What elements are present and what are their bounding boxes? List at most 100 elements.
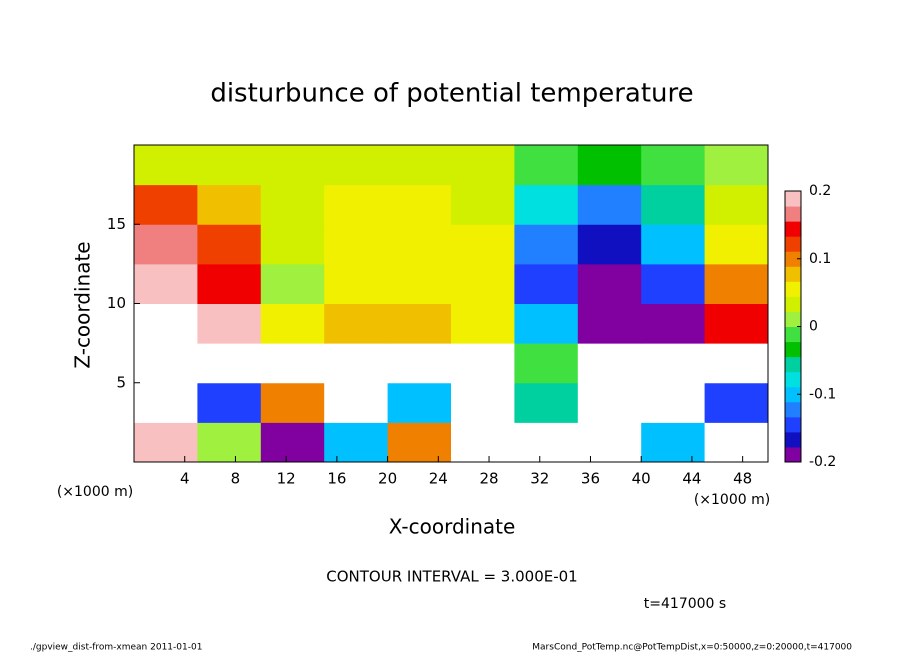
x-tick-label: 28 bbox=[479, 470, 498, 488]
colorbar-tick-label: -0.1 bbox=[809, 386, 836, 402]
x-tick-label: 36 bbox=[581, 470, 600, 488]
heat-cell bbox=[260, 145, 325, 186]
colorbar-tick-label: 0.2 bbox=[809, 183, 831, 199]
heat-cell bbox=[514, 303, 579, 344]
colorbar-segment bbox=[785, 296, 801, 312]
heat-cell bbox=[451, 145, 515, 186]
heat-cell bbox=[577, 343, 642, 384]
heat-cell bbox=[577, 184, 642, 225]
heat-cell bbox=[451, 422, 515, 463]
heat-cell bbox=[577, 224, 642, 265]
heat-cell bbox=[641, 303, 706, 344]
annotation: CONTOUR INTERVAL = 3.000E-01 bbox=[326, 568, 577, 586]
colorbar-segment bbox=[785, 416, 801, 433]
heat-cell bbox=[451, 224, 515, 265]
heat-cell bbox=[387, 422, 452, 463]
heat-cell bbox=[260, 224, 325, 265]
x-unit: (×1000 m) bbox=[57, 484, 133, 500]
heat-cell bbox=[260, 303, 325, 344]
heat-cell bbox=[704, 184, 769, 225]
x-axis-label: X-coordinate bbox=[389, 515, 516, 539]
x-tick-label: 24 bbox=[429, 470, 448, 488]
heat-cell bbox=[260, 382, 325, 423]
heat-cell bbox=[260, 184, 325, 225]
heat-cell bbox=[197, 343, 262, 384]
heat-cell bbox=[641, 145, 706, 186]
colorbar-segment bbox=[785, 431, 801, 448]
heat-cell bbox=[514, 343, 579, 384]
heat-cell bbox=[324, 184, 389, 225]
heat-cell bbox=[197, 303, 262, 344]
heat-cell bbox=[704, 224, 769, 265]
colorbar-tick-label: 0.1 bbox=[809, 251, 831, 267]
footer-right: MarsCond_PotTemp.nc@PotTempDist,x=0:5000… bbox=[532, 643, 852, 653]
heat-cell bbox=[134, 422, 198, 463]
heat-cell bbox=[134, 382, 198, 423]
heat-cell bbox=[387, 343, 452, 384]
heat-cell bbox=[324, 343, 389, 384]
footer-left: ./gpview_dist-from-xmean 2011-01-01 bbox=[30, 643, 202, 653]
heat-cell bbox=[197, 422, 262, 463]
y-tick-label: 10 bbox=[107, 294, 126, 312]
heat-cell bbox=[641, 382, 706, 423]
colorbar-segment bbox=[785, 311, 801, 327]
heat-cell bbox=[260, 343, 325, 384]
heat-cell bbox=[197, 184, 262, 225]
colorbar-tick-label: 0 bbox=[809, 319, 818, 335]
colorbar-segment bbox=[785, 401, 801, 418]
colorbar-segment bbox=[785, 206, 801, 222]
chart-title: disturbunce of potential temperature bbox=[210, 79, 693, 109]
x-tick-label: 48 bbox=[733, 470, 752, 488]
heat-cell bbox=[451, 382, 515, 423]
heat-cell bbox=[134, 303, 198, 344]
x-tick-label: 12 bbox=[277, 470, 296, 488]
y-tick-label: 5 bbox=[116, 373, 126, 391]
heat-cell bbox=[514, 382, 579, 423]
y-tick-label: 15 bbox=[107, 215, 126, 233]
heat-cell bbox=[577, 303, 642, 344]
heat-cell bbox=[324, 263, 389, 304]
colorbar-segment bbox=[785, 281, 801, 297]
x-tick-label: 40 bbox=[632, 470, 651, 488]
y-axis-label: Z-coordinate bbox=[71, 241, 95, 368]
heat-cell bbox=[260, 422, 325, 463]
heat-cell bbox=[134, 184, 198, 225]
heat-cell bbox=[514, 422, 579, 463]
colorbar-segment bbox=[785, 341, 801, 358]
heat-cell bbox=[324, 303, 389, 344]
colorbar-segment bbox=[785, 371, 801, 388]
heat-cell bbox=[577, 145, 642, 186]
heat-cell bbox=[197, 263, 262, 304]
heat-cell bbox=[134, 343, 198, 384]
heat-cell bbox=[641, 184, 706, 225]
heat-cell bbox=[577, 422, 642, 463]
heat-cell bbox=[514, 184, 579, 225]
colorbar-segment bbox=[785, 356, 801, 373]
x-tick-label: 20 bbox=[378, 470, 397, 488]
heat-cell bbox=[134, 224, 198, 265]
heat-cell bbox=[451, 184, 515, 225]
colorbar-tick-label: -0.2 bbox=[809, 454, 836, 470]
x-tick-label: 44 bbox=[682, 470, 701, 488]
colorbar-segment bbox=[785, 251, 801, 267]
heat-cell bbox=[577, 382, 642, 423]
heat-cell bbox=[134, 145, 198, 186]
heat-cell bbox=[324, 382, 389, 423]
heat-cell bbox=[641, 224, 706, 265]
x-tick-label: 16 bbox=[327, 470, 346, 488]
heat-cell bbox=[641, 343, 706, 384]
heat-cell bbox=[514, 145, 579, 186]
heat-cell bbox=[577, 263, 642, 304]
heat-cell bbox=[387, 224, 452, 265]
heat-cell bbox=[514, 224, 579, 265]
heat-cell bbox=[451, 343, 515, 384]
time-label: t=417000 s bbox=[644, 596, 726, 612]
heat-cell bbox=[451, 263, 515, 304]
heat-cell bbox=[324, 145, 389, 186]
heat-cell bbox=[641, 263, 706, 304]
heat-cell bbox=[704, 422, 769, 463]
heat-cell bbox=[260, 263, 325, 304]
x-tick-label: 4 bbox=[180, 470, 190, 488]
heat-cell bbox=[704, 382, 769, 423]
